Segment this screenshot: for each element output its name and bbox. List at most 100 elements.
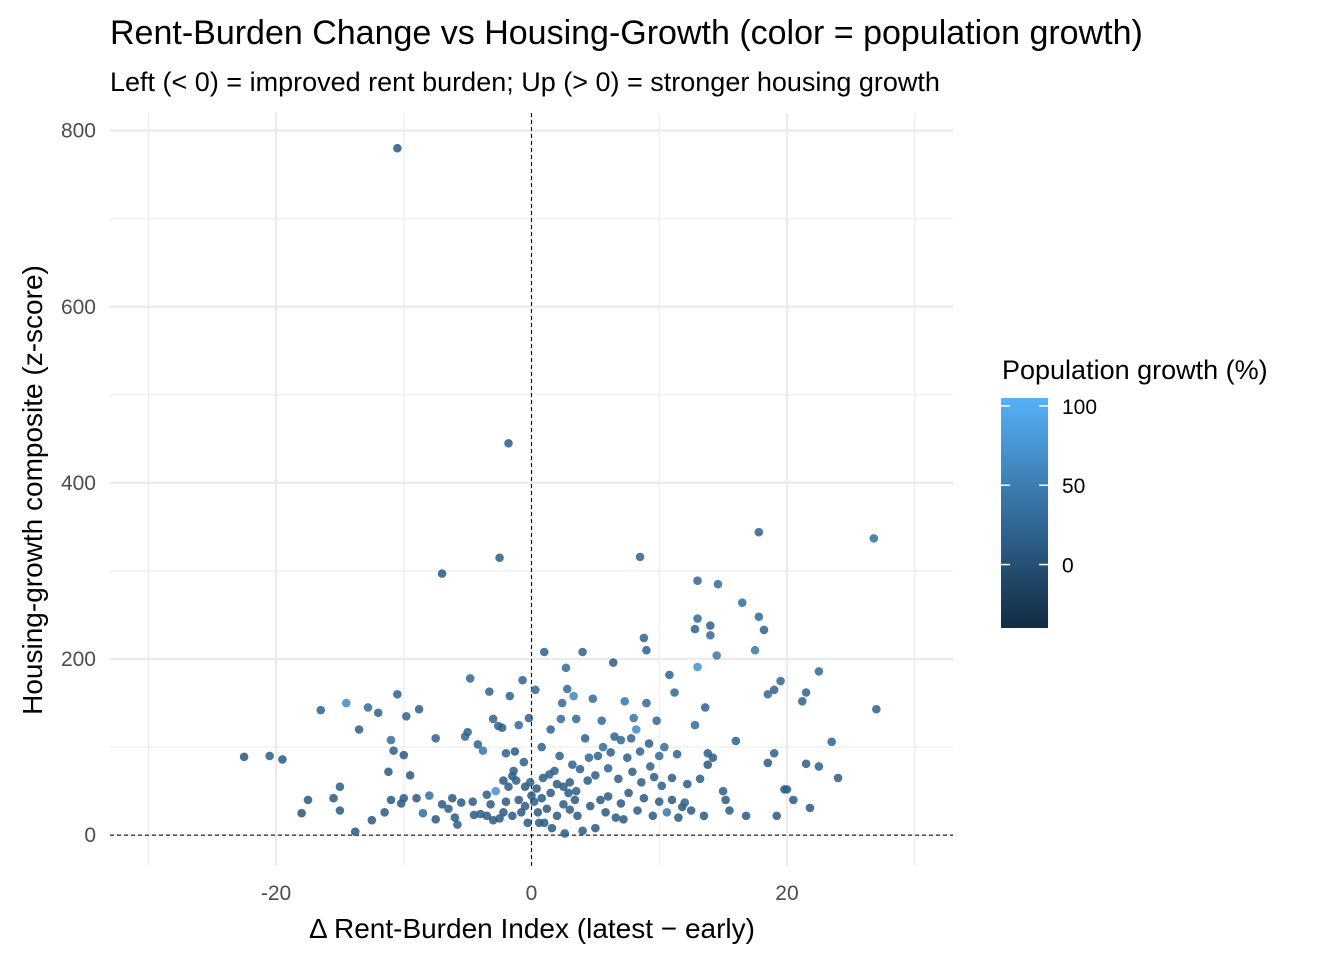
data-point <box>814 762 824 771</box>
data-point <box>584 753 594 762</box>
y-axis-ticks: 0 200 400 600 800 <box>61 120 96 848</box>
data-point <box>482 811 492 821</box>
data-point <box>754 527 764 537</box>
data-point <box>606 748 615 757</box>
data-point <box>499 776 508 785</box>
data-point <box>814 667 824 676</box>
data-point <box>741 811 751 821</box>
legend-colorbar <box>1001 398 1048 628</box>
data-points <box>239 143 881 838</box>
data-point <box>335 782 345 792</box>
data-point <box>552 811 562 821</box>
data-point <box>463 727 472 737</box>
data-point <box>486 800 495 809</box>
data-point <box>559 800 568 809</box>
data-point <box>633 806 642 815</box>
data-point <box>520 801 530 811</box>
data-point <box>389 746 398 755</box>
data-point <box>601 807 610 817</box>
data-point <box>608 658 618 667</box>
data-point <box>565 805 575 814</box>
data-point <box>665 670 674 680</box>
data-point <box>624 788 633 798</box>
data-point <box>591 770 600 780</box>
data-point <box>497 723 507 733</box>
data-point <box>570 795 580 805</box>
data-point <box>737 598 747 607</box>
data-point <box>721 795 730 805</box>
data-point <box>695 774 705 784</box>
data-point <box>373 708 383 718</box>
data-point <box>444 804 453 814</box>
data-point <box>616 735 626 745</box>
data-point <box>657 781 667 791</box>
data-point <box>505 691 515 701</box>
data-point <box>278 755 287 764</box>
data-point <box>514 795 524 805</box>
data-point <box>578 826 587 836</box>
data-point <box>529 797 539 807</box>
data-point <box>565 778 575 787</box>
data-point <box>510 747 520 756</box>
reference-lines <box>110 113 953 866</box>
data-point <box>645 762 655 771</box>
chart-subtitle: Left (< 0) = improved rent burden; Up (>… <box>110 67 940 97</box>
data-point <box>782 785 792 794</box>
data-point <box>488 714 498 724</box>
data-point <box>316 705 326 715</box>
data-point <box>431 815 441 824</box>
data-point <box>652 716 661 725</box>
data-point <box>518 675 527 685</box>
data-point <box>660 742 669 752</box>
data-point <box>511 776 521 785</box>
data-point <box>539 647 549 657</box>
data-point <box>560 829 570 838</box>
data-point <box>585 801 595 811</box>
data-point <box>335 806 345 815</box>
data-point <box>473 740 483 749</box>
data-point <box>399 750 409 760</box>
data-point <box>598 742 608 752</box>
chart-title: Rent-Burden Change vs Housing-Growth (co… <box>110 14 1143 52</box>
data-point <box>482 790 492 799</box>
data-point <box>637 778 646 787</box>
data-point <box>583 776 592 785</box>
data-point <box>680 798 690 807</box>
data-point <box>568 760 577 770</box>
data-point <box>350 827 360 836</box>
data-point <box>750 645 760 655</box>
data-point <box>533 807 543 817</box>
y-tick-label: 400 <box>61 472 96 495</box>
data-point <box>525 778 535 787</box>
data-point <box>693 614 702 623</box>
data-point <box>405 770 415 780</box>
data-point <box>555 751 564 761</box>
data-point <box>478 746 488 755</box>
data-point <box>542 804 552 814</box>
data-point <box>667 795 677 805</box>
data-point <box>538 773 548 783</box>
data-point <box>469 810 479 820</box>
data-point <box>504 782 513 792</box>
data-point <box>827 737 836 747</box>
data-point <box>754 612 764 622</box>
data-point <box>384 767 393 777</box>
legend-title: Population growth (%) <box>1002 355 1268 385</box>
data-point <box>872 704 881 714</box>
data-point <box>718 786 728 796</box>
data-point <box>412 793 421 803</box>
data-point <box>654 751 664 761</box>
data-point <box>789 795 798 805</box>
data-point <box>485 687 494 696</box>
data-point <box>797 697 807 706</box>
y-tick-label: 200 <box>61 648 96 671</box>
data-point <box>616 799 626 808</box>
x-axis-title: Δ Rent-Burden Index (latest − early) <box>309 913 755 944</box>
data-point <box>611 813 621 822</box>
data-point <box>672 749 682 759</box>
data-point <box>523 818 532 828</box>
data-point <box>603 763 613 773</box>
data-point <box>437 569 447 578</box>
data-point <box>495 814 504 823</box>
